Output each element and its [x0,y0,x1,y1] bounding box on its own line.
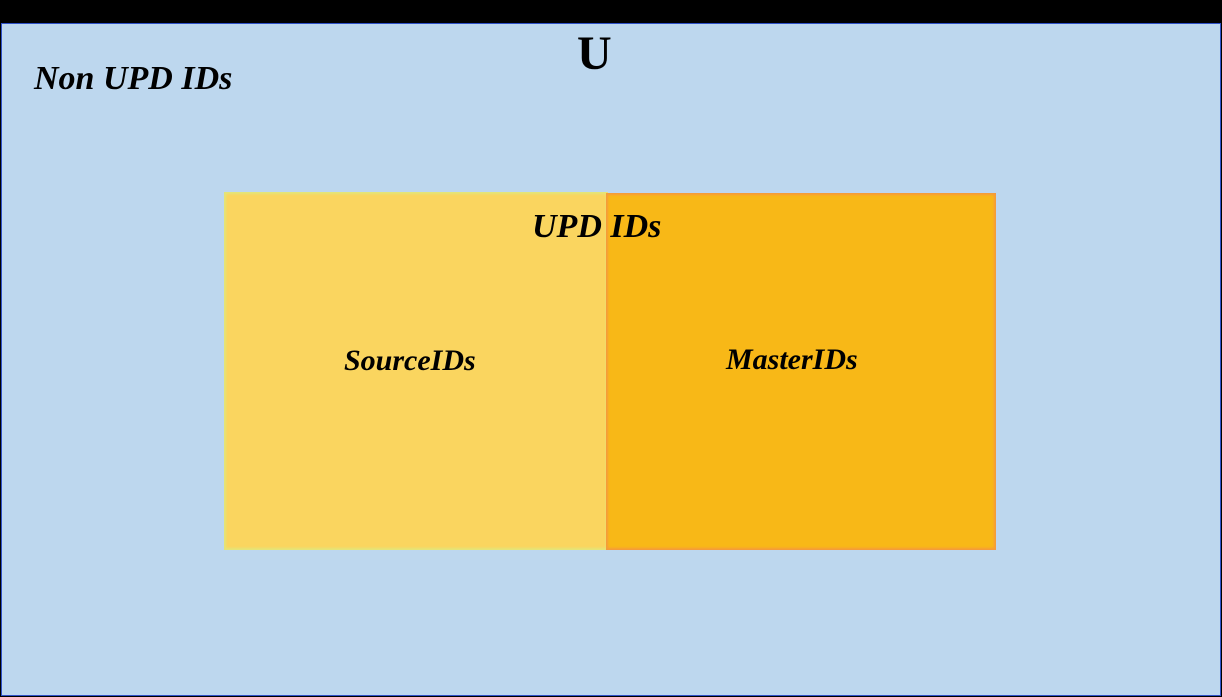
non-upd-ids-label: Non UPD IDs [34,60,233,97]
source-ids-set [224,192,608,550]
master-ids-set [606,193,996,550]
universe-label: U [577,27,612,80]
master-ids-label: MasterIDs [726,343,858,376]
upd-ids-label: UPD IDs [532,208,662,245]
source-ids-label: SourceIDs [344,344,476,377]
